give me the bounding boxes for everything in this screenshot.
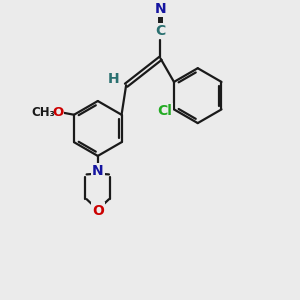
Text: C: C xyxy=(155,24,166,38)
Text: O: O xyxy=(92,203,104,218)
Text: CH₃: CH₃ xyxy=(32,106,55,119)
Text: O: O xyxy=(52,106,63,119)
Text: N: N xyxy=(92,164,103,178)
Text: N: N xyxy=(154,2,166,16)
Text: Cl: Cl xyxy=(157,104,172,118)
Text: H: H xyxy=(108,72,119,86)
